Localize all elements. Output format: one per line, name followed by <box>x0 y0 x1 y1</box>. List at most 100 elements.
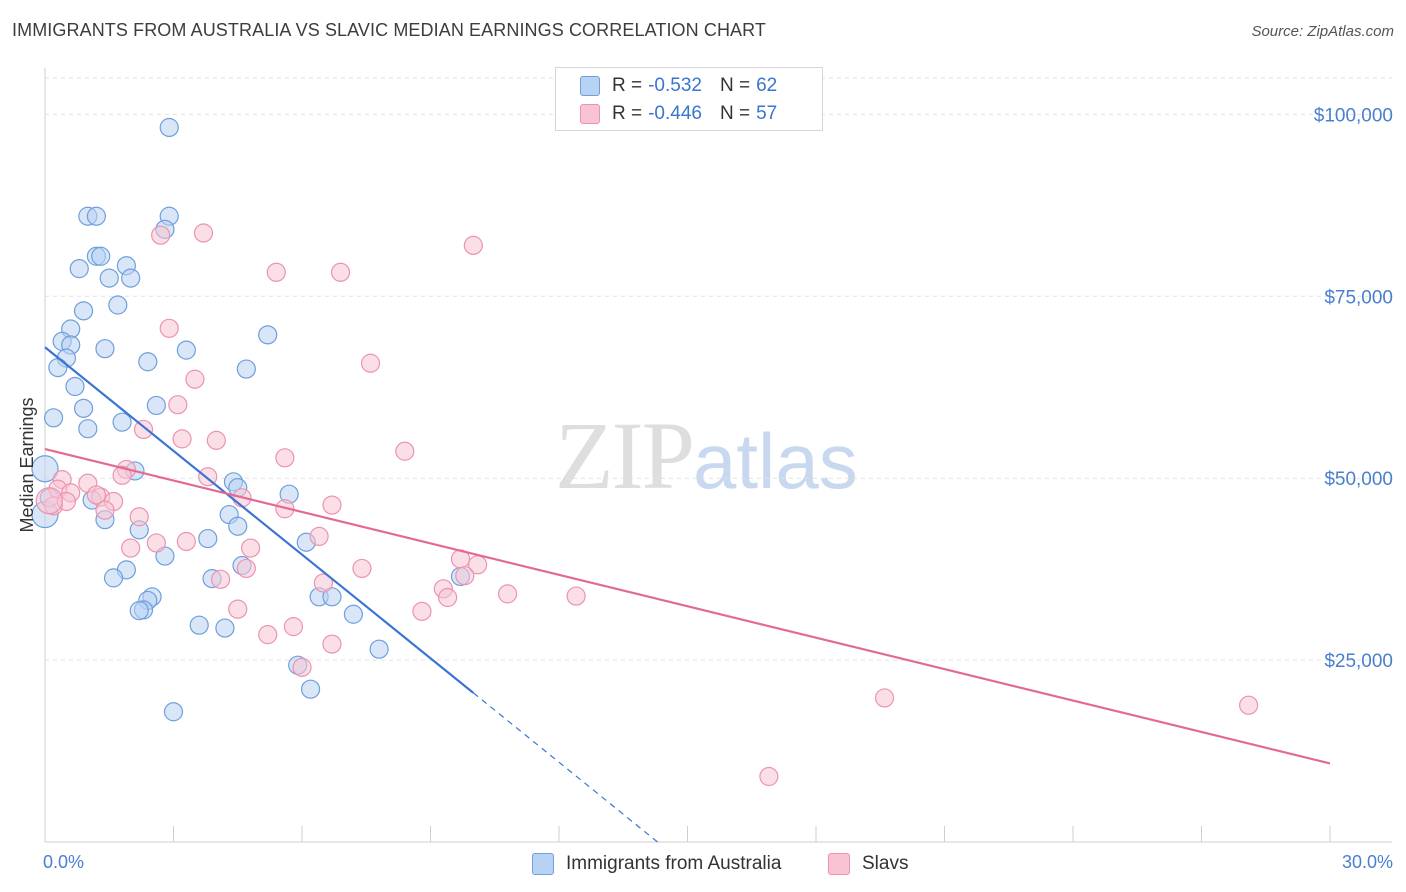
data-point-blue <box>69 259 89 279</box>
axes <box>44 68 1392 843</box>
legend-n-label: N = <box>719 103 751 124</box>
legend-n-value: 62 <box>756 75 778 96</box>
data-point-pink <box>241 538 261 558</box>
data-point-blue <box>343 604 363 624</box>
data-point-pink <box>1239 695 1259 715</box>
legend-r-value: -0.532 <box>648 75 702 96</box>
data-point-blue <box>236 359 256 379</box>
data-point-blue <box>163 702 184 722</box>
data-points <box>31 117 1259 787</box>
data-point-pink <box>211 569 231 589</box>
data-point-pink <box>309 526 329 547</box>
data-point-pink <box>566 586 586 606</box>
y-tick-label: $75,000 <box>1324 287 1393 308</box>
y-tick-label: $100,000 <box>1314 105 1393 126</box>
watermark-atlas: atlas <box>693 417 858 505</box>
legend-label-slavs: Slavs <box>862 853 909 874</box>
data-point-blue <box>215 618 235 638</box>
x-tick-label-min: 0.0% <box>43 852 84 872</box>
data-point-pink <box>258 625 278 645</box>
data-point-blue <box>189 615 209 635</box>
data-point-blue <box>369 639 389 659</box>
data-point-blue <box>198 528 218 549</box>
data-point-pink <box>874 688 895 708</box>
data-point-blue <box>112 412 132 432</box>
data-point-pink <box>95 500 115 520</box>
data-point-blue <box>258 325 278 345</box>
data-point-pink <box>193 223 214 243</box>
data-point-pink <box>159 318 179 338</box>
data-point-pink <box>412 601 432 621</box>
trend-line-extension-blue <box>472 692 658 843</box>
data-point-blue <box>73 301 94 321</box>
data-point-blue <box>65 376 85 397</box>
x-tick-label-max: 30.0% <box>1342 852 1393 872</box>
legend-r-label: R = <box>612 103 643 124</box>
source-label: Source: ZipAtlas.com <box>1251 23 1394 40</box>
data-point-pink <box>236 558 256 579</box>
legend-r-label: R = <box>612 75 643 96</box>
legend-swatch-blue <box>532 853 554 875</box>
y-tick-label: $25,000 <box>1324 651 1393 672</box>
data-point-pink <box>330 262 351 282</box>
data-point-blue <box>31 455 59 483</box>
data-point-pink <box>121 538 141 558</box>
data-point-pink <box>759 766 779 787</box>
data-point-pink <box>463 235 483 255</box>
data-point-blue <box>121 268 141 288</box>
data-point-pink <box>176 531 196 552</box>
data-point-pink <box>86 485 107 505</box>
axis-labels: Median Earnings $25,000 $50,000 $75,000 $10… <box>17 105 1393 872</box>
data-point-pink <box>498 584 518 604</box>
data-point-blue <box>228 516 248 536</box>
data-point-pink <box>352 558 372 579</box>
legend-row-australia: R = -0.532 N = 62 <box>580 73 777 99</box>
data-point-blue <box>159 117 179 138</box>
correlation-legend: R = -0.532 N = 62 R = -0.446 N = 57 <box>555 67 823 131</box>
data-point-blue <box>108 295 128 315</box>
data-point-blue <box>91 246 111 266</box>
data-point-pink <box>313 573 334 593</box>
data-point-blue <box>103 568 124 588</box>
data-point-blue <box>99 268 119 288</box>
data-point-pink <box>322 634 342 654</box>
data-point-pink <box>360 353 381 373</box>
legend-label-australia: Immigrants from Australia <box>566 853 782 874</box>
data-point-pink <box>146 533 166 553</box>
legend-item-slavs: Slavs <box>828 851 908 877</box>
trend-line-pink <box>44 448 1331 765</box>
data-point-pink <box>455 566 475 586</box>
data-point-pink <box>292 657 312 677</box>
chart-title: IMMIGRANTS FROM AUSTRALIA VS SLAVIC MEDI… <box>12 20 767 40</box>
watermark-zip: ZIP <box>555 402 695 509</box>
series-pink <box>35 223 1259 787</box>
data-point-pink <box>395 441 415 461</box>
data-point-pink <box>322 495 342 515</box>
data-point-blue <box>73 398 94 418</box>
watermark: ZIPatlas <box>555 400 858 511</box>
data-point-pink <box>129 507 149 527</box>
data-point-pink <box>168 395 188 415</box>
data-point-blue <box>146 395 166 416</box>
data-point-blue <box>176 340 196 360</box>
legend-r-value: -0.446 <box>648 103 702 124</box>
data-point-pink <box>283 617 304 637</box>
legend-swatch-pink <box>580 104 600 124</box>
data-point-pink <box>185 369 205 389</box>
trend-lines <box>44 346 1331 843</box>
data-point-pink <box>133 419 154 440</box>
legend-swatch-blue <box>580 76 600 96</box>
y-axis-label: Median Earnings <box>17 397 37 532</box>
data-point-blue <box>322 587 342 607</box>
legend-item-australia: Immigrants from Australia <box>532 851 781 877</box>
y-tick-label: $50,000 <box>1324 469 1393 490</box>
series-blue <box>31 117 471 722</box>
data-point-blue <box>78 419 98 439</box>
legend-n-value: 57 <box>756 103 778 124</box>
data-point-blue <box>43 408 64 428</box>
data-point-blue <box>138 352 158 372</box>
legend-n-label: N = <box>719 75 751 96</box>
data-point-blue <box>86 206 107 226</box>
data-point-pink <box>266 262 286 282</box>
data-point-pink <box>206 430 226 450</box>
